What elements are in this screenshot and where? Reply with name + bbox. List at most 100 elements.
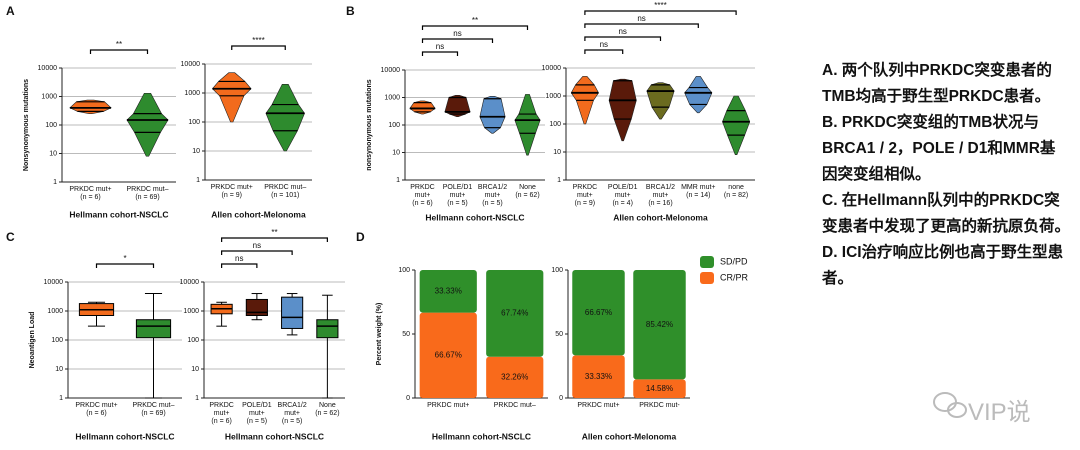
y-tick-label: 100 — [549, 121, 561, 128]
significance-label: ns — [600, 40, 608, 49]
n-label: (n = 6) — [86, 410, 107, 417]
significance-label: ns — [637, 14, 645, 23]
value-label: 33.33% — [435, 286, 462, 295]
category-label: PRKDC mut+ — [209, 402, 234, 417]
n-label: (n = 14) — [686, 192, 711, 199]
category-label-group: POLE/D1 mut+ (n = 5) — [440, 184, 475, 208]
category-label: PRKDC mut– — [132, 402, 175, 409]
y-tick-label: 0 — [559, 395, 563, 402]
y-axis-label: Neoantigen Load — [29, 312, 36, 369]
category-label: BRCA1/2 mut+ — [645, 184, 676, 199]
category-label: PRKDC mut+ — [69, 186, 112, 193]
category-label-group: PRKDC mut+ — [568, 402, 629, 410]
y-tick-label: 50 — [402, 331, 410, 338]
bar-segment — [572, 270, 625, 356]
panel-label: B — [346, 4, 355, 18]
n-label: (n = 101) — [271, 192, 300, 199]
n-label: (n = 62) — [315, 410, 340, 417]
y-tick-label: 100 — [187, 337, 199, 344]
bar-segment — [486, 356, 544, 398]
bar-segment — [486, 270, 544, 357]
bar-segment — [572, 355, 625, 398]
violin — [722, 95, 751, 156]
y-tick-label: 100 — [551, 267, 563, 274]
n-label: (n = 69) — [135, 194, 160, 201]
y-tick-label: 100 — [51, 337, 63, 344]
category-label: PRKDC mut+ — [410, 184, 435, 199]
violin — [514, 94, 541, 156]
category-label-group: PRKDC mut+ (n = 6) — [68, 402, 125, 418]
value-label: 32.26% — [501, 372, 528, 381]
category-label-group: POLE/D1 mut+ (n = 5) — [239, 402, 274, 426]
violin — [212, 72, 252, 123]
y-axis-label: Percent weight (%) — [376, 303, 383, 366]
n-label: (n = 62) — [515, 192, 540, 199]
category-label-group: none (n = 82) — [717, 184, 755, 200]
value-label: 66.67% — [585, 308, 612, 317]
n-label: (n = 5) — [447, 200, 468, 207]
significance-bracket — [584, 49, 624, 54]
category-label-group: PRKDC mut– (n = 69) — [125, 402, 182, 418]
significance-label: ** — [116, 40, 122, 49]
n-label: (n = 4) — [612, 200, 633, 207]
significance-bracket — [421, 51, 459, 56]
category-label-group: PRKDC mut– (n = 69) — [119, 186, 176, 202]
y-tick-label: 0 — [406, 395, 410, 402]
watermark: VIP说 — [968, 399, 1031, 426]
y-tick-label: 1 — [59, 395, 63, 402]
category-label: None — [519, 184, 536, 191]
category-label: MMR mut+ — [681, 184, 716, 191]
x-axis-label: Allen cohort-Melonoma — [582, 431, 677, 441]
box — [316, 319, 339, 339]
y-tick-label: 1 — [557, 177, 561, 184]
category-label: BRCA1/2 mut+ — [277, 402, 307, 417]
significance-label: **** — [654, 1, 666, 10]
significance-label: * — [123, 254, 126, 263]
significance-label: ns — [235, 254, 243, 263]
legend-label: CR/PR — [720, 272, 749, 282]
y-axis-label: nonsynonymous mutations — [366, 79, 373, 171]
value-label: 33.33% — [585, 372, 612, 381]
category-label-group: None (n = 62) — [510, 184, 545, 200]
note: D. ICI治疗响应比例也高于野生型患者。 — [822, 244, 1064, 287]
n-label: (n = 6) — [80, 194, 101, 201]
notes: A. 两个队列中PRKDC突变患者的TMB均高于野生型PRKDC患者。 B. PR… — [822, 58, 1070, 292]
category-label-group: PRKDC mut+ (n = 9) — [205, 184, 259, 200]
bar-segment — [633, 270, 686, 380]
y-tick-label: 1 — [53, 179, 57, 186]
category-label-group: PRKDC mut– — [482, 402, 549, 410]
significance-bracket — [421, 25, 529, 30]
category-label-group: BRCA1/2 mut+ (n = 5) — [275, 402, 310, 426]
note: B. PRKDC突变组的TMB状况与BRCA1 / 2，POLE / D1和MM… — [822, 114, 1056, 183]
significance-bracket — [584, 23, 699, 28]
significance-bracket — [221, 237, 328, 242]
significance-label: ** — [271, 228, 277, 237]
x-axis-label: Allen cohort-Melonoma — [211, 209, 306, 219]
category-label-group: PRKDC mut- — [629, 402, 690, 410]
significance-label: ns — [618, 27, 626, 36]
bar-segment — [633, 379, 686, 398]
n-label: (n = 9) — [221, 192, 242, 199]
n-label: (n = 5) — [281, 418, 303, 425]
category-label-group: PRKDC mut+ (n = 9) — [566, 184, 604, 208]
y-tick-label: 1000 — [545, 93, 561, 100]
significance-label: ns — [453, 29, 461, 38]
category-label: PRKDC mut– — [493, 402, 536, 409]
x-axis-label: Hellmann cohort-NSCLC — [69, 209, 168, 219]
category-label: None — [319, 402, 336, 409]
y-tick-label: 100 — [388, 122, 400, 129]
y-tick-label: 100 — [398, 267, 410, 274]
legend-label: SD/PD — [720, 256, 748, 266]
y-tick-label: 10 — [553, 149, 561, 156]
significance-bracket — [221, 250, 293, 255]
category-label-group: MMR mut+ (n = 14) — [679, 184, 717, 200]
bar-segment — [419, 312, 477, 398]
category-label-group: PRKDC mut+ (n = 6) — [62, 186, 119, 202]
category-label-group: BRCA1/2 mut+ (n = 5) — [475, 184, 510, 208]
violin — [684, 76, 713, 114]
n-label: (n = 6) — [412, 200, 433, 207]
category-label: PRKDC mut+ — [210, 184, 253, 191]
violin — [126, 92, 169, 157]
category-label-group: PRKDC mut+ (n = 6) — [204, 402, 239, 426]
category-label: PRKDC mut+ — [577, 402, 620, 409]
